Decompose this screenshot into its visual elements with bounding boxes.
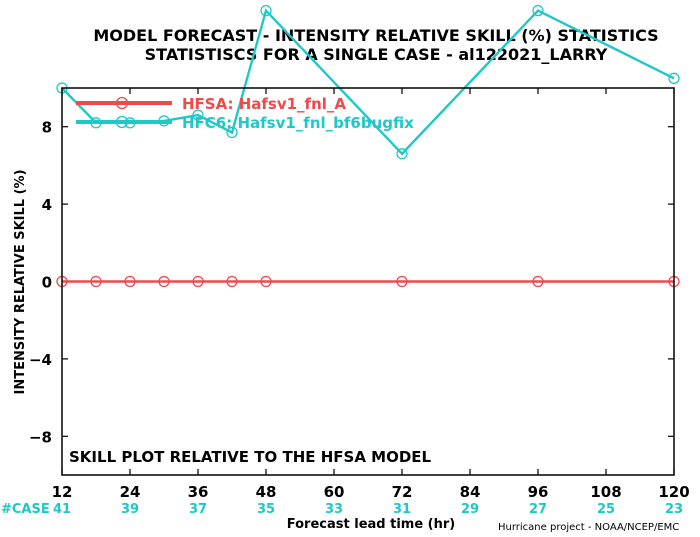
data-point [668, 72, 680, 84]
y-tick-label: −4 [29, 351, 52, 369]
plot-frame [61, 87, 675, 476]
x-tick-label: 24 [120, 483, 141, 501]
case-count: 31 [393, 502, 411, 517]
x-tick-label: 84 [460, 483, 481, 501]
case-count: 37 [189, 502, 207, 517]
case-count: 23 [665, 502, 683, 517]
y-tick-label: 4 [42, 196, 52, 214]
case-count: 25 [597, 502, 615, 517]
credit-text: Hurricane project - NOAA/NCEP/EMC [498, 522, 679, 533]
x-tick-label: 120 [658, 483, 689, 501]
case-count: 33 [325, 502, 343, 517]
case-label: #CASE [1, 502, 50, 517]
skill-annotation: SKILL PLOT RELATIVE TO THE HFSA MODEL [69, 448, 432, 466]
x-tick-label: 48 [256, 483, 277, 501]
data-point [396, 148, 408, 160]
data-point [396, 275, 408, 288]
legend-swatch-marker [115, 96, 129, 110]
case-count: 35 [257, 502, 275, 517]
plot-area: 1241243936374835603372318429962710825120… [29, 4, 690, 517]
case-count: 41 [53, 502, 71, 517]
data-point [124, 275, 136, 288]
data-point [260, 275, 272, 288]
chart-title-line2: STATISTISCS FOR A SINGLE CASE - al122021… [145, 45, 608, 64]
data-point [158, 275, 170, 288]
x-tick-label: 12 [52, 483, 73, 501]
data-point [90, 275, 102, 288]
data-point [532, 275, 544, 288]
y-tick-label: 8 [42, 119, 52, 137]
x-axis-title: Forecast lead time (hr) [287, 517, 455, 532]
case-count: 27 [529, 502, 547, 517]
x-tick-label: 96 [528, 483, 549, 501]
data-point [260, 4, 272, 17]
legend-swatch-marker [115, 115, 129, 129]
y-tick-label: 0 [42, 274, 52, 292]
x-tick-label: 36 [188, 483, 209, 501]
case-count: 29 [461, 502, 479, 517]
x-tick-label: 108 [590, 483, 621, 501]
y-tick-label: −8 [29, 428, 52, 446]
data-point [192, 109, 204, 121]
legend-label: HFC6: Hafsv1_fnl_bf6bugfix [182, 114, 414, 132]
data-point [192, 275, 204, 288]
data-point [226, 126, 238, 139]
x-tick-label: 72 [392, 483, 413, 501]
y-axis-title: INTENSITY RELATIVE SKILL (%) [13, 169, 28, 394]
case-count: 39 [121, 502, 139, 517]
data-point [532, 4, 544, 17]
legend-label: HFSA: Hafsv1_fnl_A [182, 95, 346, 113]
x-tick-label: 60 [324, 483, 345, 501]
data-point [226, 275, 238, 288]
